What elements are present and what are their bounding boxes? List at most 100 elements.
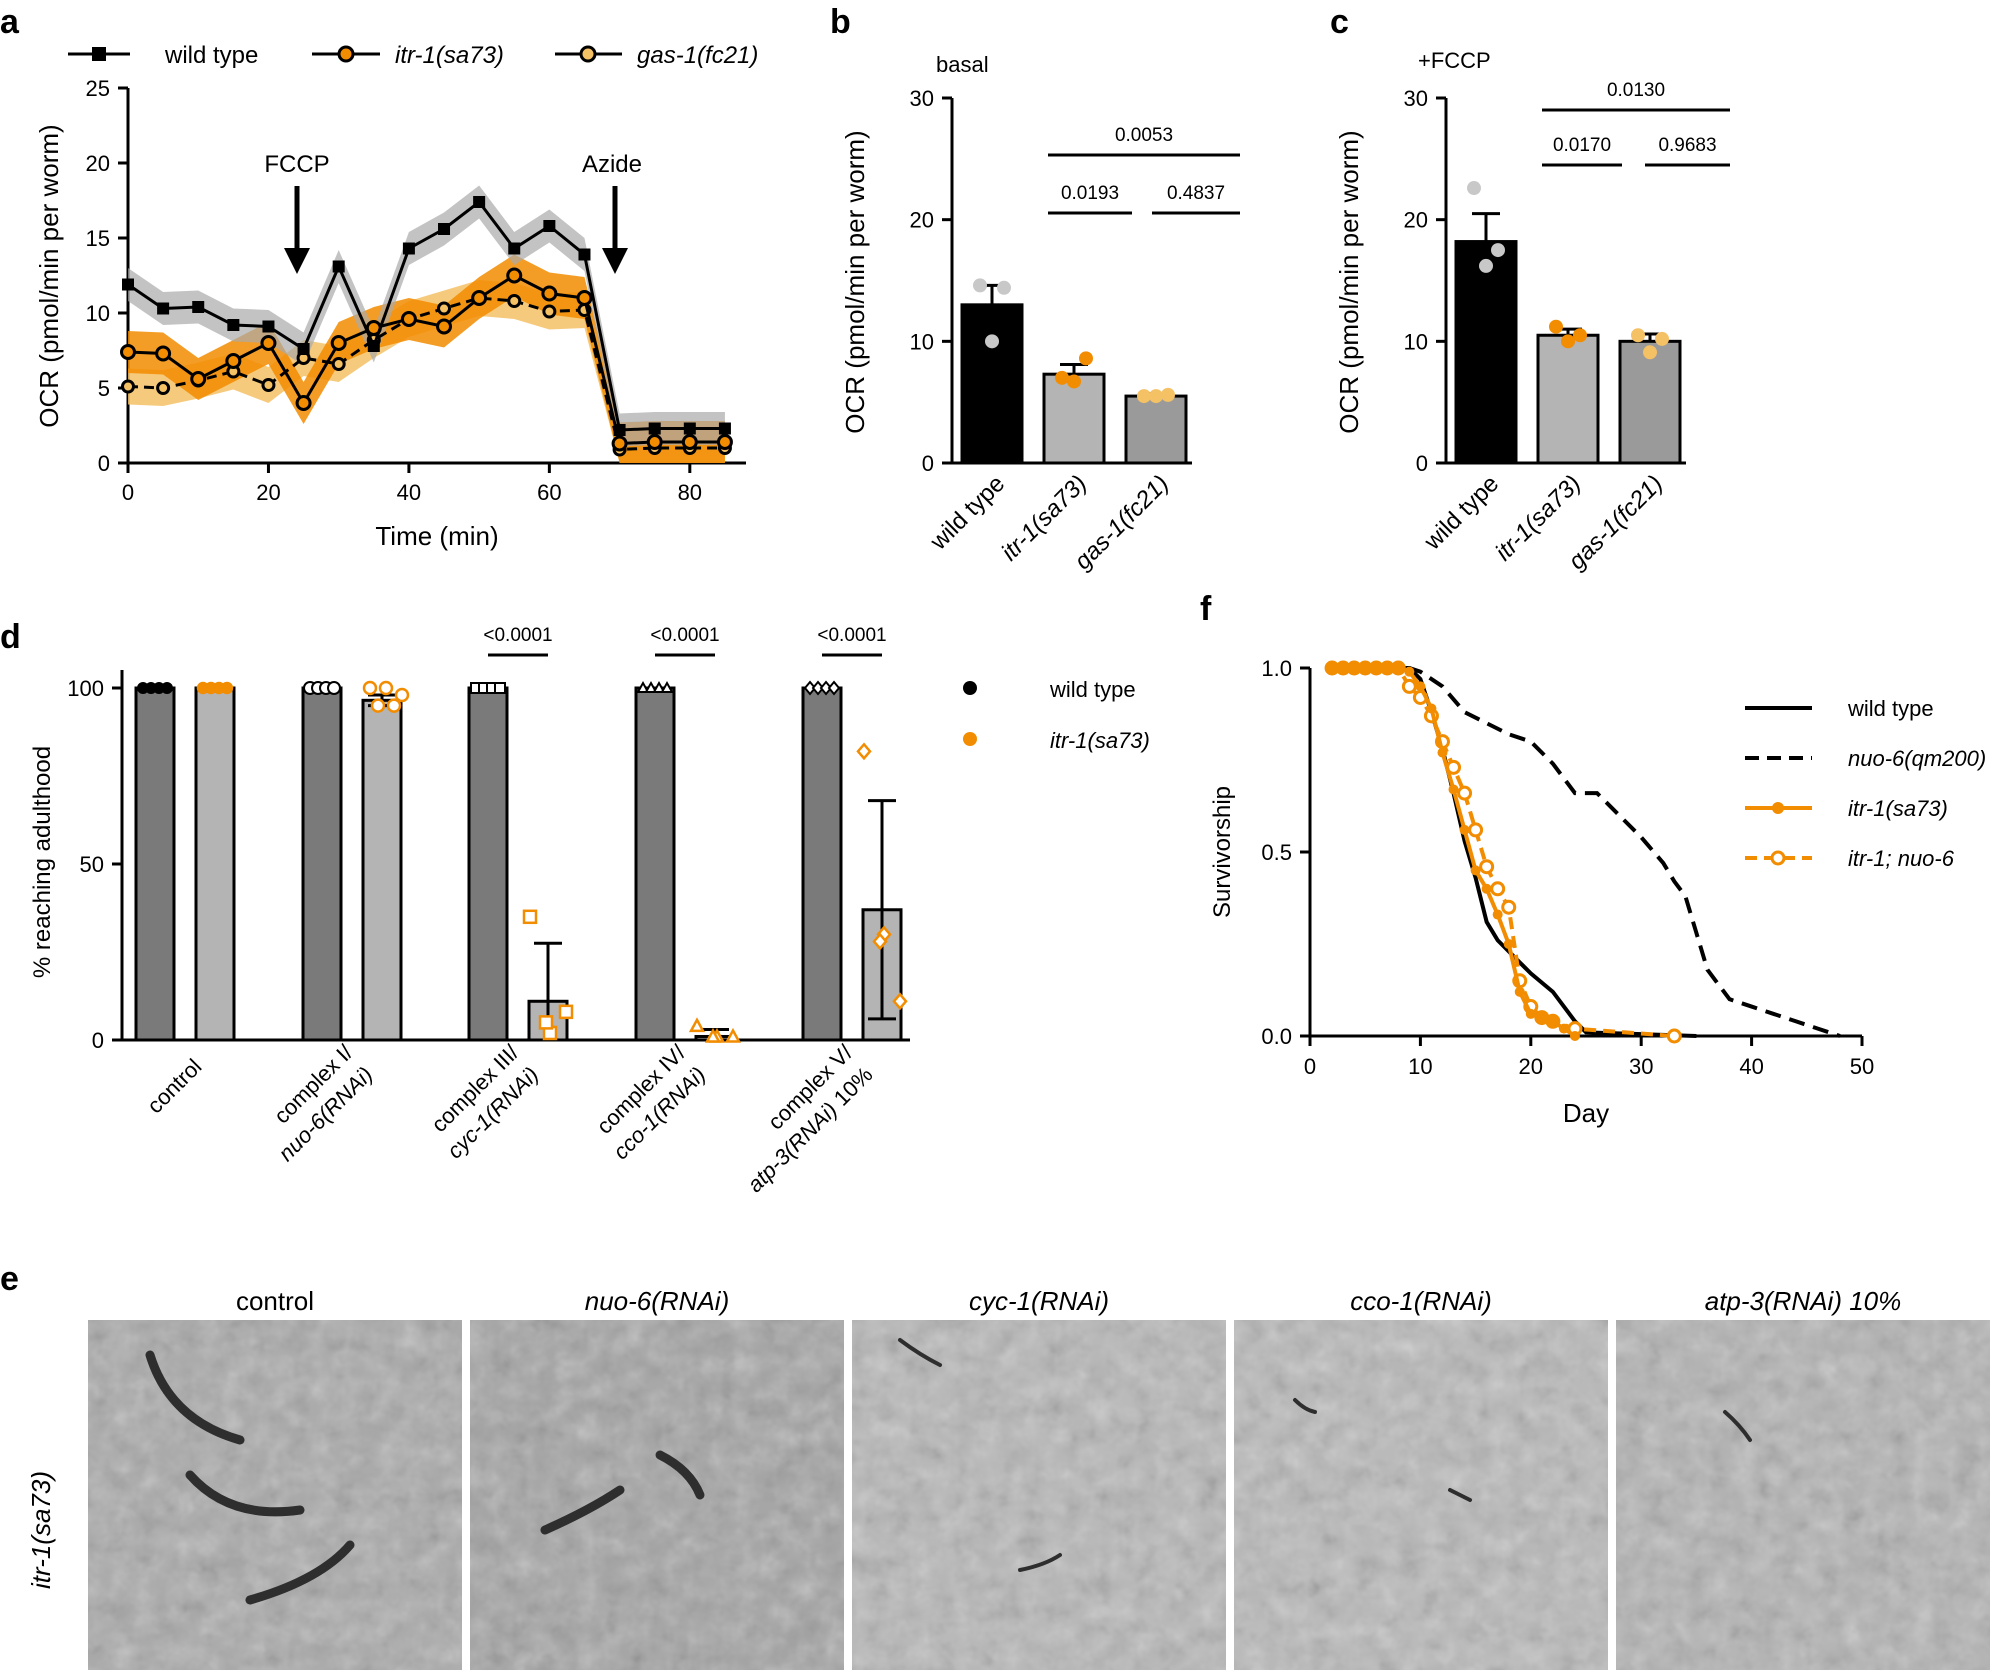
pc-ytick-label: 0 — [1416, 451, 1428, 476]
pb-dot — [973, 278, 987, 293]
pc-pvalue: 0.9683 — [1658, 135, 1716, 156]
a-point-series-1 — [225, 353, 242, 369]
pb-bar-1 — [1042, 372, 1106, 465]
a-xlabel: Time (min) — [375, 521, 498, 551]
pb-bar-2 — [1124, 394, 1188, 465]
d-point-itr — [386, 698, 402, 713]
legend-f-nuo: nuo-6(qm200) — [1848, 746, 1986, 771]
e-worm — [655, 1450, 705, 1500]
a-point-series-1 — [506, 267, 523, 284]
legend-a-gas: gas-1(fc21) — [637, 42, 758, 69]
panel-c-chart: +FCCP 0 10 20 30 OCR (pmol/min per worm) wild… — [1334, 48, 1730, 575]
d-bar-wt-3 — [634, 686, 676, 1042]
e-column-label-1: nuo-6(RNAi) — [585, 1286, 730, 1316]
a-point-series-1 — [646, 434, 663, 450]
d-point-itr — [856, 742, 872, 761]
a-point-series-1 — [295, 395, 312, 411]
panel-label-c: c — [1330, 3, 1349, 41]
a-point-series-1 — [471, 290, 488, 306]
a-point-wt — [402, 242, 415, 255]
d-bar-wt-0 — [134, 686, 176, 1042]
pb-pvalue: 0.4837 — [1167, 183, 1225, 204]
f-point-itr — [1525, 1008, 1536, 1019]
e-worm — [898, 1338, 942, 1367]
f-point-itr — [1470, 865, 1481, 876]
e-worm — [540, 1485, 625, 1535]
legend-a-marker-gas — [579, 45, 597, 63]
a-xtick-label: 60 — [537, 480, 561, 505]
a-point-series-1 — [155, 345, 172, 362]
pc-bar-1 — [1536, 333, 1600, 465]
a-point-wt — [438, 223, 451, 235]
pc-xtick-label: wild type — [1418, 470, 1504, 556]
f-point-double — [1401, 678, 1417, 694]
a-point-wt — [648, 422, 661, 435]
legend-a-marker-wt — [92, 47, 106, 61]
f-xtick-label: 20 — [1519, 1054, 1543, 1079]
d-point-itr — [892, 992, 908, 1011]
a-xtick-label: 80 — [678, 480, 702, 505]
panel-d-chart: wild type itr-1(sa73) 0 50 100 % reaching a… — [29, 625, 1150, 1197]
f-point-itr — [1448, 784, 1459, 795]
pb-dot — [985, 334, 999, 349]
panel-f-chart: wild type nuo-6(qm200) itr-1(sa73) itr-1… — [1209, 656, 1986, 1128]
panel-e-micrographs: itr-1(sa73) control nuo-6(RNAi) cyc-1(RNAi… — [26, 1286, 1990, 1670]
a-point-series-2 — [261, 378, 276, 392]
f-point-itr — [1437, 747, 1448, 758]
panel-a-legend: wild type itr-1(sa73) gas-1(fc21) — [68, 42, 758, 69]
d-xtick-label: control — [142, 1054, 206, 1118]
f-point-double — [1479, 859, 1495, 875]
e-worm — [1293, 1398, 1317, 1414]
pb-ylabel: OCR (pmol/min per worm) — [840, 130, 870, 433]
d-point-itr — [370, 698, 386, 713]
a-ytick-label: 25 — [86, 76, 110, 101]
a-point-series-1 — [541, 285, 558, 302]
f-point-itr — [1426, 703, 1437, 714]
legend-f-double: itr-1; nuo-6 — [1848, 846, 1955, 871]
a-ytick-label: 15 — [86, 226, 110, 251]
pb-ytick-label: 30 — [910, 86, 934, 111]
f-xtick-label: 30 — [1629, 1054, 1653, 1079]
e-worm — [185, 1470, 305, 1517]
a-point-series-1 — [611, 435, 628, 452]
legend-d-marker-itr — [963, 732, 977, 746]
f-ytick-label: 1.0 — [1261, 656, 1292, 681]
pc-dot — [1467, 181, 1481, 196]
panel-label-e: e — [0, 1260, 19, 1298]
d-point-wt — [327, 681, 341, 695]
azide-arrow: Azide — [582, 151, 642, 274]
pb-dot — [1055, 370, 1069, 385]
pb-ytick-label: 10 — [910, 329, 934, 354]
pb-ytick-label: 0 — [922, 451, 934, 476]
f-xtick-label: 50 — [1850, 1054, 1874, 1079]
d-ytick-label: 50 — [80, 852, 104, 877]
f-point-double — [1468, 822, 1484, 838]
f-ylabel: Survivorship — [1209, 786, 1236, 918]
panel-label-f: f — [1200, 590, 1212, 628]
d-ylabel: % reaching adulthood — [29, 746, 56, 978]
a-point-series-2 — [437, 301, 452, 316]
pc-dot — [1491, 243, 1505, 258]
legend-a-itr: itr-1(sa73) — [395, 42, 504, 69]
a-band-2 — [128, 280, 725, 463]
d-point-itr — [538, 1015, 554, 1030]
a-point-series-1 — [436, 318, 453, 335]
f-point-itr — [1327, 663, 1338, 673]
panel-label-d: d — [0, 618, 21, 656]
f-line-series-3 — [1332, 666, 1675, 1038]
d-point-itr — [220, 681, 234, 695]
f-xtick-label: 40 — [1739, 1054, 1763, 1079]
e-worm — [1723, 1410, 1752, 1442]
a-point-wt — [157, 302, 170, 315]
pc-dot — [1549, 319, 1563, 334]
a-point-series-1 — [576, 290, 593, 306]
d-pvalue: <0.0001 — [817, 625, 886, 646]
pc-bar-2 — [1618, 339, 1682, 465]
a-ytick-label: 10 — [86, 301, 110, 326]
pc-ytick-label: 10 — [1404, 329, 1428, 354]
legend-f-itr: itr-1(sa73) — [1848, 796, 1948, 821]
d-point-itr — [394, 687, 410, 703]
pc-dot — [1655, 331, 1669, 346]
pb-dot — [1161, 387, 1175, 402]
a-xtick-label: 0 — [122, 480, 134, 505]
